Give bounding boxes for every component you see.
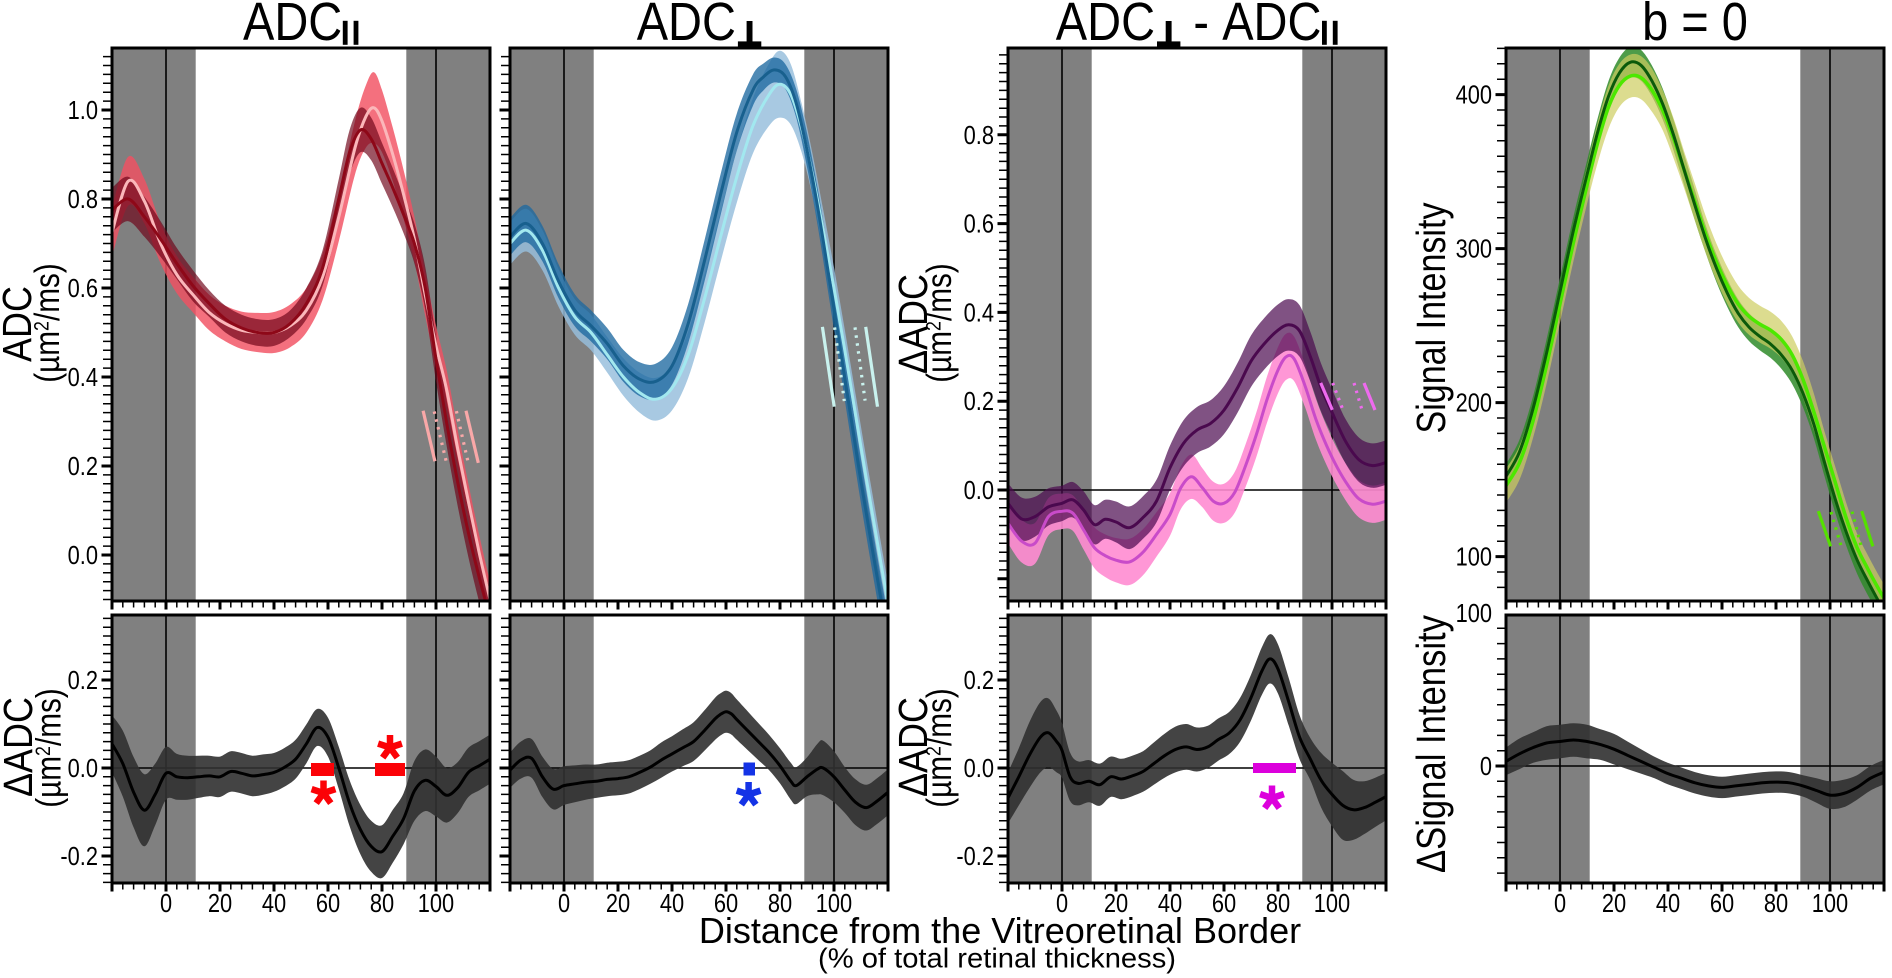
svg-text:0.2: 0.2: [964, 665, 994, 695]
svg-text:40: 40: [262, 888, 286, 918]
svg-text:0.0: 0.0: [964, 475, 994, 505]
svg-text:ADC: ADC: [637, 0, 736, 52]
svg-text:80: 80: [370, 888, 394, 918]
svg-text:100: 100: [816, 888, 852, 918]
svg-text:ΔADC: ΔADC: [890, 697, 936, 797]
svg-text:/ms): /ms): [920, 688, 959, 746]
svg-text:/ms): /ms): [30, 688, 69, 746]
svg-text:(µm: (µm: [920, 756, 959, 808]
svg-text:20: 20: [1104, 888, 1128, 918]
svg-text:2: 2: [32, 746, 55, 756]
svg-text:400: 400: [1456, 80, 1492, 110]
svg-text:40: 40: [1656, 888, 1680, 918]
svg-text:60: 60: [316, 888, 340, 918]
svg-text:20: 20: [1602, 888, 1626, 918]
svg-text:2: 2: [923, 321, 946, 331]
svg-text:0.0: 0.0: [68, 753, 98, 783]
svg-text:100: 100: [1456, 542, 1492, 572]
svg-text:Distance from the Vitreoretina: Distance from the Vitreoretinal Border: [699, 910, 1301, 951]
svg-text:60: 60: [1212, 888, 1236, 918]
svg-text:80: 80: [1266, 888, 1290, 918]
svg-text:0.4: 0.4: [964, 297, 994, 327]
svg-text:100: 100: [1456, 598, 1492, 628]
svg-text:20: 20: [606, 888, 630, 918]
svg-text:(µm: (µm: [920, 331, 959, 383]
svg-text:Signal Intensity: Signal Intensity: [1408, 202, 1454, 433]
svg-text:(µm: (µm: [30, 756, 69, 808]
svg-text:ADC: ADC: [1056, 0, 1155, 52]
svg-text:0.2: 0.2: [964, 386, 994, 416]
svg-text:0.2: 0.2: [68, 665, 98, 695]
svg-text:(% of total retinal thickness): (% of total retinal thickness): [818, 943, 1176, 974]
svg-text:ΔSignal Intensity: ΔSignal Intensity: [1408, 615, 1454, 873]
svg-text:ADC: ADC: [0, 286, 40, 362]
svg-text:80: 80: [768, 888, 792, 918]
svg-text:b = 0: b = 0: [1642, 0, 1748, 52]
svg-text:60: 60: [1710, 888, 1734, 918]
svg-text:0: 0: [1554, 888, 1566, 918]
svg-text:(µm: (µm: [28, 331, 67, 383]
svg-text:ΔADC: ΔADC: [0, 697, 41, 797]
svg-text:/ms): /ms): [920, 263, 959, 321]
svg-text:2: 2: [31, 321, 54, 331]
svg-text:60: 60: [714, 888, 738, 918]
svg-text:0.6: 0.6: [68, 273, 98, 303]
svg-text:100: 100: [418, 888, 454, 918]
svg-text:ΔADC: ΔADC: [890, 274, 936, 374]
svg-text:/ms): /ms): [28, 263, 67, 321]
svg-text:0.8: 0.8: [68, 184, 98, 214]
svg-text:300: 300: [1456, 234, 1492, 264]
svg-text:40: 40: [660, 888, 684, 918]
svg-text:0.4: 0.4: [68, 362, 98, 392]
svg-text:-0.2: -0.2: [60, 841, 98, 871]
svg-text:0.0: 0.0: [964, 753, 994, 783]
svg-text:0: 0: [558, 888, 570, 918]
svg-text:100: 100: [1812, 888, 1848, 918]
svg-text:0.2: 0.2: [68, 451, 98, 481]
svg-text:100: 100: [1314, 888, 1350, 918]
svg-text:0.6: 0.6: [964, 209, 994, 239]
svg-text:40: 40: [1158, 888, 1182, 918]
svg-text:200: 200: [1456, 388, 1492, 418]
svg-text:0: 0: [1056, 888, 1068, 918]
svg-text:ADC: ADC: [1222, 0, 1321, 52]
svg-text:0.0: 0.0: [68, 540, 98, 570]
svg-text:-0.2: -0.2: [956, 841, 994, 871]
svg-text:ADC: ADC: [243, 0, 342, 52]
svg-text:1.0: 1.0: [68, 95, 98, 125]
svg-text:20: 20: [208, 888, 232, 918]
svg-text:0: 0: [1480, 751, 1492, 781]
svg-text:2: 2: [923, 746, 946, 756]
svg-text:0: 0: [160, 888, 172, 918]
svg-text:80: 80: [1764, 888, 1788, 918]
svg-text:0.8: 0.8: [964, 120, 994, 150]
svg-text:-: -: [1180, 0, 1222, 52]
